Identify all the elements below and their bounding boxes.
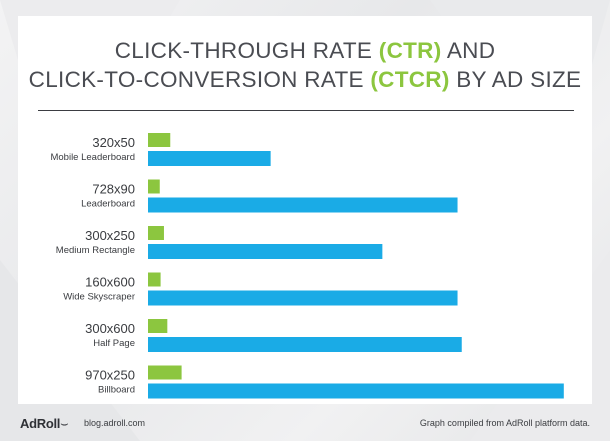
ctcr-bar-medium-rectangle [148,244,383,259]
ctcr-bar-leaderboard [148,197,458,213]
category-size-label: 300x250 [85,228,135,243]
logo-text: AdRoll [20,416,61,431]
ctr-bar-leaderboard [148,179,160,194]
category-name-label: Medium Rectangle [56,245,135,256]
category-name-label: Half Page [93,338,135,349]
category-name-label: Wide Skyscraper [63,292,135,303]
category-size-label: 970x250 [85,368,135,383]
title-ctcr-highlight: (CTCR) [370,67,450,92]
site-url[interactable]: blog.adroll.com [84,418,146,428]
title-line-1-end: AND [441,38,496,63]
category-size-label: 300x600 [85,321,135,336]
ctcr-bar-mobile-leaderboard [148,151,271,166]
category-name-label: Leaderboard [81,199,135,210]
category-size-label: 728x90 [92,182,135,197]
title-line-1-text: CLICK-THROUGH RATE [114,38,379,63]
ctr-bar-wide-skyscraper [148,272,161,287]
ctcr-bar-half-page [148,337,462,352]
title-ctr-highlight: (CTR) [378,38,442,63]
logo-swoosh-icon: ⌣ [60,416,69,431]
category-size-label: 320x50 [92,135,135,150]
title-divider [38,110,574,111]
footer: AdRoll⌣ blog.adroll.com Graph compiled f… [0,404,610,441]
ctcr-bar-wide-skyscraper [148,290,458,306]
ctr-bar-mobile-leaderboard [148,133,171,147]
title-line-2-end: BY AD SIZE [449,67,582,92]
category-name-label: Billboard [98,385,135,396]
category-size-label: 160x600 [85,275,135,290]
adroll-logo: AdRoll⌣ [20,416,69,432]
chart-card: CLICK-THROUGH RATE (CTR) AND CLICK-TO-CO… [18,16,592,404]
ctr-bar-half-page [148,319,168,333]
ctr-bar-billboard [148,365,182,380]
category-name-label: Mobile Leaderboard [50,152,135,163]
title-line-1: CLICK-THROUGH RATE (CTR) AND [18,36,592,65]
ctr-bar-medium-rectangle [148,226,164,240]
title-line-2-text: CLICK-TO-CONVERSION RATE [28,67,371,92]
title-line-2: CLICK-TO-CONVERSION RATE (CTCR) BY AD SI… [18,65,592,94]
source-note: Graph compiled from AdRoll platform data… [419,418,590,428]
chart-title: CLICK-THROUGH RATE (CTR) AND CLICK-TO-CO… [18,36,592,94]
ctcr-bar-billboard [148,383,564,399]
